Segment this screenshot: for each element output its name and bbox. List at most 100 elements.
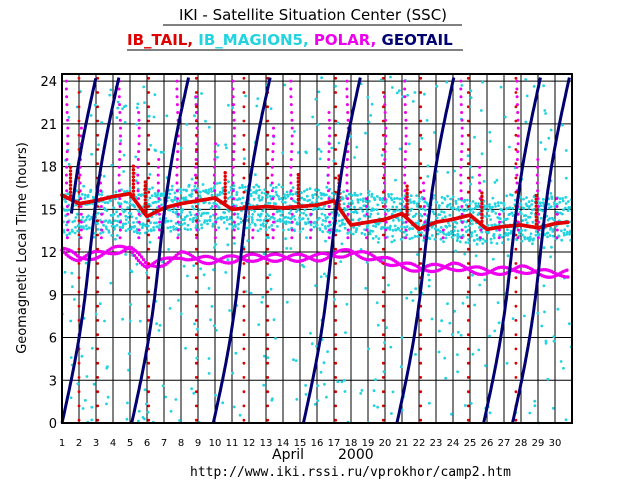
- data-point: [77, 76, 81, 80]
- data-point: [99, 205, 103, 208]
- data-point: [223, 195, 227, 200]
- data-point: [377, 237, 381, 241]
- data-point: [460, 228, 464, 232]
- data-point: [127, 227, 130, 231]
- data-point: [79, 126, 83, 130]
- data-point: [340, 196, 344, 199]
- data-point: [381, 418, 385, 422]
- data-point: [334, 162, 338, 166]
- data-point: [405, 195, 409, 199]
- data-point: [435, 84, 439, 88]
- data-point: [89, 188, 93, 192]
- data-point: [531, 220, 535, 224]
- data-point: [478, 165, 482, 169]
- data-point: [70, 271, 74, 275]
- data-point: [516, 126, 520, 130]
- data-point: [198, 208, 202, 212]
- data-point: [369, 229, 372, 233]
- data-point: [466, 418, 470, 422]
- data-point: [127, 368, 130, 372]
- data-point: [223, 174, 227, 178]
- data-point: [321, 230, 325, 234]
- data-point: [102, 223, 105, 227]
- data-point: [194, 103, 198, 107]
- data-point: [190, 194, 193, 198]
- data-point: [493, 202, 497, 206]
- data-point: [428, 401, 431, 405]
- data-point: [468, 202, 472, 206]
- data-point: [334, 84, 337, 88]
- data-point: [112, 206, 115, 210]
- x-tick-label: 10: [209, 438, 222, 449]
- data-point: [285, 220, 288, 224]
- data-point: [290, 220, 294, 224]
- data-point: [381, 276, 385, 280]
- data-point: [266, 356, 270, 360]
- data-point: [80, 192, 84, 196]
- data-point: [293, 130, 296, 133]
- data-point: [383, 165, 386, 169]
- data-point: [559, 360, 563, 363]
- data-point: [256, 218, 259, 222]
- data-point: [226, 197, 230, 200]
- data-point: [384, 220, 388, 224]
- data-point: [65, 165, 69, 169]
- data-point: [137, 220, 141, 224]
- data-point: [445, 233, 448, 237]
- data-point: [176, 111, 180, 114]
- data-point: [148, 240, 152, 244]
- data-point: [66, 134, 70, 138]
- data-point: [334, 418, 338, 422]
- data-point: [375, 208, 379, 212]
- data-point: [242, 347, 246, 351]
- data-point: [420, 231, 423, 235]
- data-point: [225, 227, 229, 231]
- data-point: [539, 204, 543, 208]
- data-point: [515, 158, 519, 161]
- data-point: [232, 220, 236, 224]
- data-point: [143, 198, 147, 202]
- data-point: [216, 144, 220, 147]
- data-point: [128, 202, 132, 205]
- data-point: [131, 196, 136, 200]
- data-point: [414, 353, 417, 356]
- data-point: [388, 228, 392, 231]
- data-point: [178, 419, 182, 422]
- data-point: [135, 106, 139, 110]
- data-point: [310, 201, 314, 204]
- data-point: [550, 197, 554, 201]
- data-point: [131, 171, 136, 175]
- data-point: [84, 224, 88, 228]
- data-point: [520, 239, 524, 243]
- data-point: [464, 203, 468, 207]
- orbit-track: [301, 77, 362, 424]
- data-point: [296, 190, 300, 195]
- data-point: [457, 197, 461, 201]
- data-point: [459, 95, 463, 99]
- y-tick-label: 21: [40, 118, 57, 133]
- data-point: [515, 103, 519, 107]
- data-point: [100, 121, 103, 124]
- data-point: [209, 187, 213, 191]
- data-point: [425, 201, 429, 205]
- data-point: [147, 114, 151, 118]
- legend-separator: ,: [371, 31, 382, 49]
- data-point: [209, 215, 212, 219]
- data-point: [310, 342, 314, 346]
- data-point: [194, 205, 198, 208]
- data-point: [266, 418, 270, 422]
- data-point: [369, 114, 373, 117]
- data-point: [367, 120, 371, 124]
- data-point: [298, 230, 302, 234]
- data-point: [100, 193, 103, 197]
- data-point: [256, 229, 260, 233]
- data-point: [565, 268, 569, 272]
- data-point: [381, 190, 385, 194]
- data-point: [146, 229, 150, 233]
- data-point: [463, 404, 467, 407]
- data-point: [334, 190, 338, 194]
- data-point: [77, 276, 81, 280]
- data-point: [74, 226, 77, 229]
- data-point: [239, 220, 243, 224]
- data-point: [152, 228, 156, 232]
